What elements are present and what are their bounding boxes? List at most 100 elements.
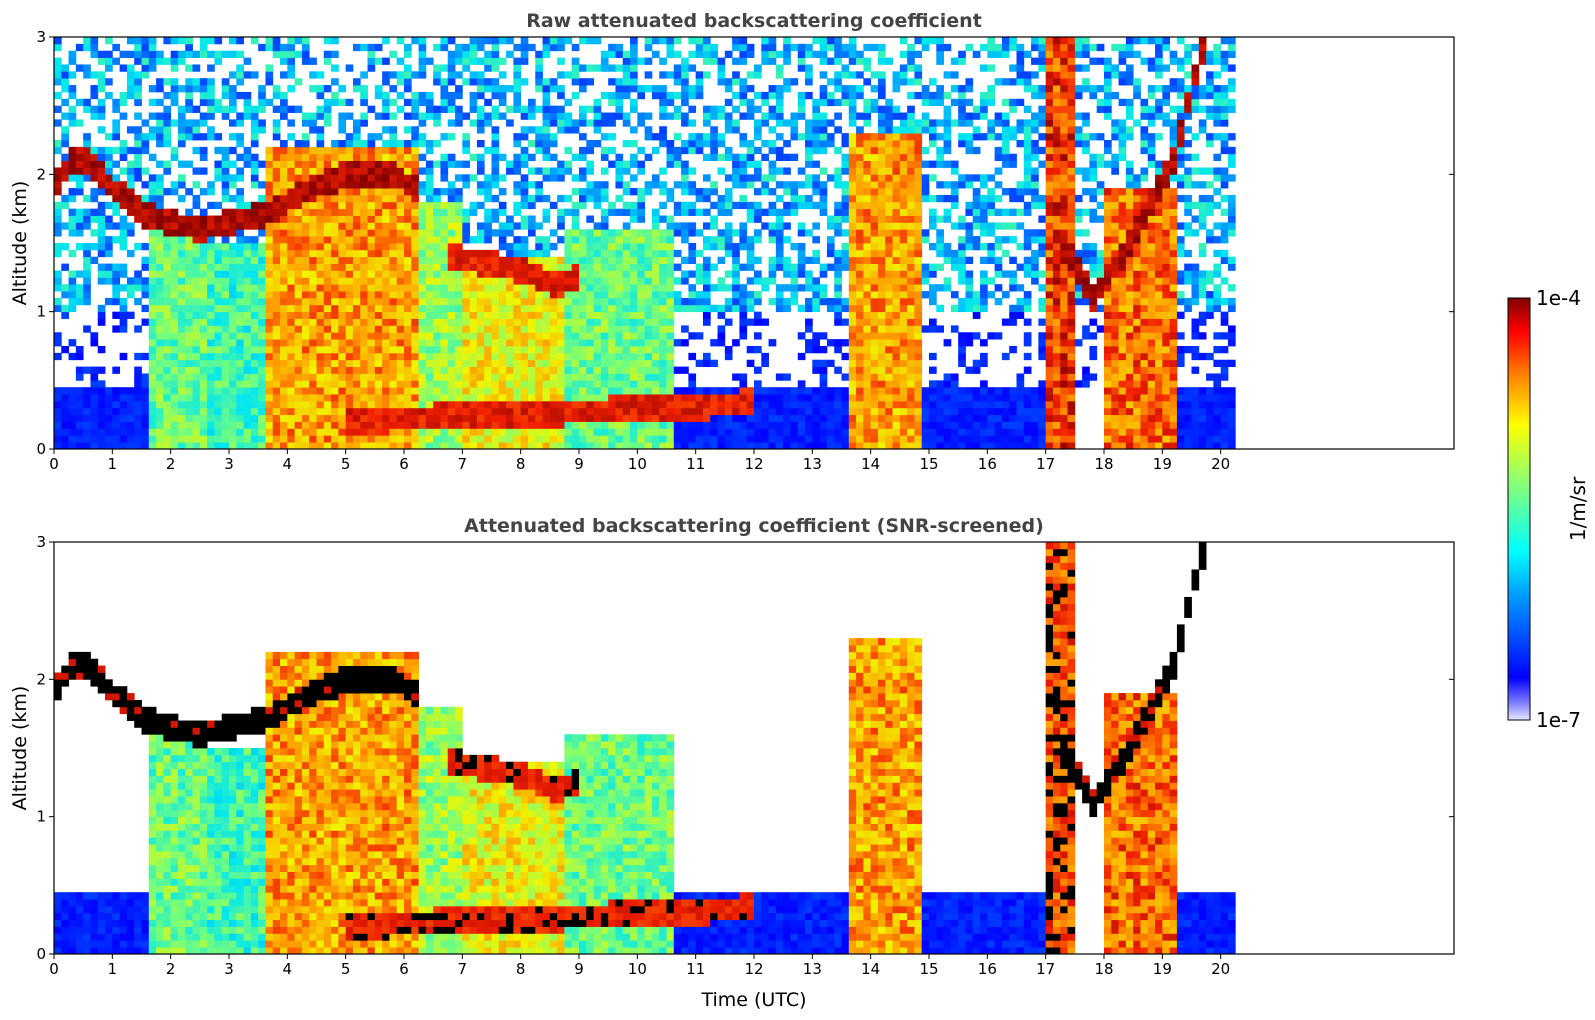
heatmap-cell [695, 400, 704, 409]
heatmap-cell [148, 98, 157, 107]
heatmap-cell [163, 325, 172, 333]
heatmap-cell [542, 50, 551, 58]
heatmap-cell [506, 339, 514, 347]
heatmap-cell [710, 153, 718, 161]
heatmap-cell [68, 394, 77, 402]
heatmap-cell [411, 339, 419, 347]
heatmap-cell [433, 284, 441, 292]
heatmap-cell [469, 394, 478, 402]
heatmap-cell [338, 112, 347, 120]
heatmap-cell [856, 325, 864, 333]
heatmap-cell [746, 435, 755, 443]
heatmap-cell [360, 297, 368, 306]
heatmap-cell [243, 325, 252, 333]
heatmap-cell [600, 373, 609, 381]
heatmap-cell [768, 208, 777, 216]
heatmap-cell [352, 359, 361, 367]
heatmap-cell [389, 153, 398, 161]
heatmap-cell [498, 91, 507, 100]
heatmap-cell [863, 263, 872, 271]
heatmap-cell [221, 400, 230, 409]
heatmap-cell [542, 140, 551, 148]
heatmap-cell [352, 277, 361, 285]
heatmap-cell [440, 188, 449, 196]
heatmap-cell [571, 57, 580, 65]
heatmap-cell [863, 428, 872, 436]
heatmap-cell [579, 37, 587, 45]
heatmap-cell [258, 222, 266, 230]
heatmap-cell [739, 174, 748, 182]
heatmap-cell [484, 332, 492, 340]
heatmap-cell [841, 71, 850, 79]
heatmap-cell [280, 229, 288, 237]
heatmap-cell [520, 428, 529, 436]
heatmap-cell [863, 64, 872, 72]
heatmap-cell [812, 394, 821, 402]
heatmap-cell [404, 78, 412, 86]
heatmap-cell [491, 153, 500, 161]
heatmap-cell [170, 428, 179, 436]
heatmap-cell [527, 291, 536, 299]
heatmap-cell [535, 311, 543, 319]
heatmap-cell [177, 442, 186, 450]
heatmap-cell [309, 236, 317, 244]
heatmap-cell [476, 304, 485, 313]
heatmap-cell [513, 435, 522, 443]
heatmap-cell [520, 277, 529, 285]
heatmap-cell [97, 112, 106, 120]
heatmap-cell [739, 421, 748, 429]
heatmap-cell [119, 222, 128, 230]
heatmap-cell [119, 297, 128, 306]
heatmap-cell [287, 57, 296, 65]
heatmap-cell [294, 284, 303, 292]
heatmap-cell [243, 380, 252, 388]
heatmap-cell [637, 435, 646, 443]
heatmap-cell [389, 181, 398, 189]
heatmap-cell [287, 297, 296, 306]
heatmap-cell [673, 208, 682, 216]
heatmap-cell [579, 311, 587, 319]
heatmap-cell [221, 174, 230, 182]
heatmap-cell [673, 291, 682, 299]
heatmap-cell [250, 304, 259, 313]
heatmap-cell [608, 277, 616, 285]
heatmap-cell [783, 284, 791, 292]
heatmap-cell [294, 160, 303, 168]
heatmap-cell [644, 153, 653, 161]
heatmap-cell [192, 263, 201, 271]
heatmap-cell [630, 387, 638, 395]
heatmap-cell [702, 297, 711, 306]
heatmap-cell [404, 400, 412, 409]
heatmap-cell [360, 243, 368, 251]
heatmap-cell [848, 229, 857, 237]
heatmap-cell [75, 442, 84, 450]
heatmap-cell [236, 249, 244, 258]
heatmap-cell [651, 414, 660, 422]
heatmap-cell [659, 85, 667, 93]
heatmap-cell [593, 400, 602, 409]
heatmap-cell [418, 311, 427, 319]
heatmap-cell [659, 428, 667, 436]
heatmap-cell [148, 414, 157, 422]
heatmap-cell [812, 359, 821, 367]
heatmap-cell [404, 236, 412, 244]
heatmap-cell [462, 380, 471, 388]
heatmap-cell [75, 400, 84, 409]
heatmap-cell [498, 153, 507, 161]
heatmap-cell [834, 442, 842, 450]
heatmap-cell [673, 400, 682, 409]
heatmap-cell [250, 201, 259, 210]
heatmap-cell [163, 380, 172, 388]
heatmap-cell [856, 407, 864, 416]
heatmap-cell [404, 387, 412, 395]
heatmap-cell [615, 174, 624, 182]
heatmap-cell [112, 126, 121, 134]
heatmap-cell [586, 346, 594, 354]
heatmap-cell [805, 414, 813, 422]
heatmap-cell [805, 174, 813, 182]
heatmap-cell [316, 71, 325, 79]
heatmap-cell [382, 181, 390, 189]
heatmap-cell [455, 311, 463, 319]
heatmap-cell [294, 50, 303, 58]
heatmap-cell [863, 153, 872, 161]
